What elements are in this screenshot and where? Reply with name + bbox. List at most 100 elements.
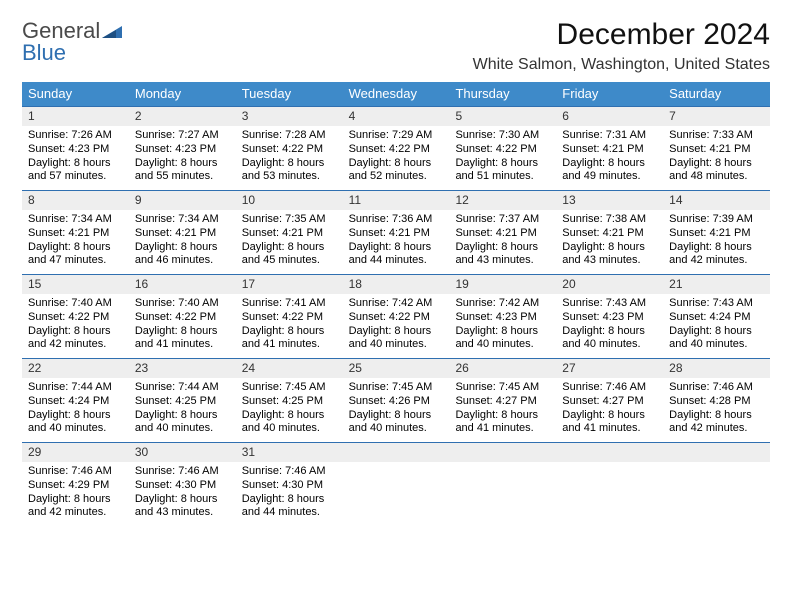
daylight-line: Daylight: 8 hours and 40 minutes.: [455, 325, 550, 353]
day-number: 4: [343, 107, 450, 126]
sunrise-line: Sunrise: 7:27 AM: [135, 129, 230, 143]
week-row: 22Sunrise: 7:44 AMSunset: 4:24 PMDayligh…: [22, 358, 770, 442]
sunset-line: Sunset: 4:25 PM: [135, 395, 230, 409]
sunset-line: Sunset: 4:25 PM: [242, 395, 337, 409]
day-cell: 4Sunrise: 7:29 AMSunset: 4:22 PMDaylight…: [343, 107, 450, 190]
day-body: Sunrise: 7:35 AMSunset: 4:21 PMDaylight:…: [236, 210, 343, 274]
day-cell: 6Sunrise: 7:31 AMSunset: 4:21 PMDaylight…: [556, 107, 663, 190]
day-body: Sunrise: 7:43 AMSunset: 4:24 PMDaylight:…: [663, 294, 770, 358]
daylight-line: Daylight: 8 hours and 43 minutes.: [135, 493, 230, 521]
day-number: 11: [343, 191, 450, 210]
day-body: Sunrise: 7:43 AMSunset: 4:23 PMDaylight:…: [556, 294, 663, 358]
daylight-line: Daylight: 8 hours and 53 minutes.: [242, 157, 337, 185]
sunset-line: Sunset: 4:23 PM: [28, 143, 123, 157]
sunrise-line: Sunrise: 7:39 AM: [669, 213, 764, 227]
sunset-line: Sunset: 4:21 PM: [455, 227, 550, 241]
sunset-line: Sunset: 4:22 PM: [349, 311, 444, 325]
day-number: 9: [129, 191, 236, 210]
day-number: .: [449, 443, 556, 462]
day-cell: 22Sunrise: 7:44 AMSunset: 4:24 PMDayligh…: [22, 359, 129, 442]
day-number: 8: [22, 191, 129, 210]
day-cell: 18Sunrise: 7:42 AMSunset: 4:22 PMDayligh…: [343, 275, 450, 358]
day-body: Sunrise: 7:31 AMSunset: 4:21 PMDaylight:…: [556, 126, 663, 190]
sunrise-line: Sunrise: 7:45 AM: [349, 381, 444, 395]
day-body: Sunrise: 7:34 AMSunset: 4:21 PMDaylight:…: [22, 210, 129, 274]
sunset-line: Sunset: 4:23 PM: [135, 143, 230, 157]
brand-logo: General Blue: [22, 18, 122, 64]
daylight-line: Daylight: 8 hours and 49 minutes.: [562, 157, 657, 185]
day-cell: 9 Sunrise: 7:34 AMSunset: 4:21 PMDaylight…: [129, 191, 236, 274]
sunset-line: Sunset: 4:22 PM: [28, 311, 123, 325]
weekday-header-row: Sunday Monday Tuesday Wednesday Thursday…: [22, 82, 770, 106]
sunset-line: Sunset: 4:21 PM: [562, 143, 657, 157]
day-number: 27: [556, 359, 663, 378]
dow-friday: Friday: [556, 82, 663, 106]
day-cell: 7Sunrise: 7:33 AMSunset: 4:21 PMDaylight…: [663, 107, 770, 190]
sunrise-line: Sunrise: 7:34 AM: [28, 213, 123, 227]
day-number: .: [663, 443, 770, 462]
sunset-line: Sunset: 4:21 PM: [669, 227, 764, 241]
day-number: 17: [236, 275, 343, 294]
daylight-line: Daylight: 8 hours and 40 minutes.: [349, 409, 444, 437]
day-number: 25: [343, 359, 450, 378]
sunset-line: Sunset: 4:21 PM: [135, 227, 230, 241]
logo-triangle-icon: [102, 20, 122, 42]
day-body: [556, 462, 663, 520]
day-cell: .: [556, 443, 663, 526]
sunrise-line: Sunrise: 7:44 AM: [135, 381, 230, 395]
dow-thursday: Thursday: [449, 82, 556, 106]
daylight-line: Daylight: 8 hours and 46 minutes.: [135, 241, 230, 269]
day-cell: 21Sunrise: 7:43 AMSunset: 4:24 PMDayligh…: [663, 275, 770, 358]
day-number: .: [556, 443, 663, 462]
day-number: 31: [236, 443, 343, 462]
calendar-grid: Sunday Monday Tuesday Wednesday Thursday…: [22, 82, 770, 526]
sunrise-line: Sunrise: 7:29 AM: [349, 129, 444, 143]
day-body: Sunrise: 7:40 AMSunset: 4:22 PMDaylight:…: [22, 294, 129, 358]
sunrise-line: Sunrise: 7:26 AM: [28, 129, 123, 143]
day-cell: 14Sunrise: 7:39 AMSunset: 4:21 PMDayligh…: [663, 191, 770, 274]
day-number: 19: [449, 275, 556, 294]
daylight-line: Daylight: 8 hours and 40 minutes.: [349, 325, 444, 353]
day-cell: .: [343, 443, 450, 526]
sunset-line: Sunset: 4:22 PM: [349, 143, 444, 157]
day-cell: 2Sunrise: 7:27 AMSunset: 4:23 PMDaylight…: [129, 107, 236, 190]
sunset-line: Sunset: 4:22 PM: [242, 143, 337, 157]
sunrise-line: Sunrise: 7:43 AM: [562, 297, 657, 311]
sunrise-line: Sunrise: 7:31 AM: [562, 129, 657, 143]
sunrise-line: Sunrise: 7:28 AM: [242, 129, 337, 143]
daylight-line: Daylight: 8 hours and 57 minutes.: [28, 157, 123, 185]
day-number: 22: [22, 359, 129, 378]
day-body: Sunrise: 7:45 AMSunset: 4:27 PMDaylight:…: [449, 378, 556, 442]
day-cell: 1Sunrise: 7:26 AMSunset: 4:23 PMDaylight…: [22, 107, 129, 190]
daylight-line: Daylight: 8 hours and 52 minutes.: [349, 157, 444, 185]
sunrise-line: Sunrise: 7:34 AM: [135, 213, 230, 227]
day-cell: 25Sunrise: 7:45 AMSunset: 4:26 PMDayligh…: [343, 359, 450, 442]
sunrise-line: Sunrise: 7:46 AM: [242, 465, 337, 479]
day-body: Sunrise: 7:29 AMSunset: 4:22 PMDaylight:…: [343, 126, 450, 190]
sunset-line: Sunset: 4:27 PM: [562, 395, 657, 409]
sunrise-line: Sunrise: 7:38 AM: [562, 213, 657, 227]
day-number: 29: [22, 443, 129, 462]
day-body: Sunrise: 7:40 AMSunset: 4:22 PMDaylight:…: [129, 294, 236, 358]
sunrise-line: Sunrise: 7:42 AM: [349, 297, 444, 311]
week-row: 8Sunrise: 7:34 AMSunset: 4:21 PMDaylight…: [22, 190, 770, 274]
day-body: Sunrise: 7:45 AMSunset: 4:25 PMDaylight:…: [236, 378, 343, 442]
sunrise-line: Sunrise: 7:30 AM: [455, 129, 550, 143]
dow-wednesday: Wednesday: [343, 82, 450, 106]
sunset-line: Sunset: 4:21 PM: [669, 143, 764, 157]
day-number: 7: [663, 107, 770, 126]
sunset-line: Sunset: 4:27 PM: [455, 395, 550, 409]
day-cell: 11Sunrise: 7:36 AMSunset: 4:21 PMDayligh…: [343, 191, 450, 274]
day-cell: 12Sunrise: 7:37 AMSunset: 4:21 PMDayligh…: [449, 191, 556, 274]
day-body: [343, 462, 450, 520]
dow-sunday: Sunday: [22, 82, 129, 106]
daylight-line: Daylight: 8 hours and 40 minutes.: [28, 409, 123, 437]
sunset-line: Sunset: 4:28 PM: [669, 395, 764, 409]
day-number: 26: [449, 359, 556, 378]
week-row: 1Sunrise: 7:26 AMSunset: 4:23 PMDaylight…: [22, 106, 770, 190]
daylight-line: Daylight: 8 hours and 41 minutes.: [455, 409, 550, 437]
sunrise-line: Sunrise: 7:45 AM: [455, 381, 550, 395]
dow-monday: Monday: [129, 82, 236, 106]
day-body: Sunrise: 7:46 AMSunset: 4:30 PMDaylight:…: [129, 462, 236, 526]
sunset-line: Sunset: 4:21 PM: [242, 227, 337, 241]
